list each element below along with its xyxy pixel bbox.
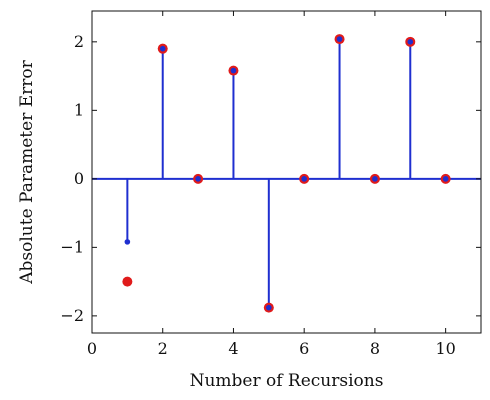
stem-marker — [230, 67, 237, 74]
stem-marker — [195, 176, 201, 182]
stem-marker — [301, 176, 307, 182]
stem-marker — [266, 304, 272, 311]
plot-frame — [91, 10, 482, 334]
y-tick-label: 1 — [74, 100, 84, 119]
x-tick-label: 2 — [158, 339, 168, 358]
x-tick-label: 8 — [370, 339, 380, 358]
stem-marker — [407, 39, 414, 45]
red-marker — [122, 276, 133, 287]
y-tick-label: −1 — [60, 237, 84, 256]
stem-marker — [372, 176, 378, 182]
stem-marker — [124, 239, 131, 245]
stem-marker — [442, 176, 449, 182]
x-axis-label: Number of Recursions — [190, 371, 384, 391]
x-tick-label: 10 — [435, 339, 455, 358]
y-axis-label: Absolute Parameter Error — [17, 59, 37, 284]
x-tick-label: 0 — [87, 339, 97, 358]
y-tick-label: −2 — [60, 306, 84, 325]
y-tick-label: 2 — [74, 32, 84, 51]
stem-marker — [336, 36, 343, 42]
x-tick-label: 6 — [299, 339, 309, 358]
x-tick-label: 4 — [228, 339, 238, 358]
y-tick-label: 0 — [74, 169, 84, 188]
stem-marker — [159, 45, 166, 52]
